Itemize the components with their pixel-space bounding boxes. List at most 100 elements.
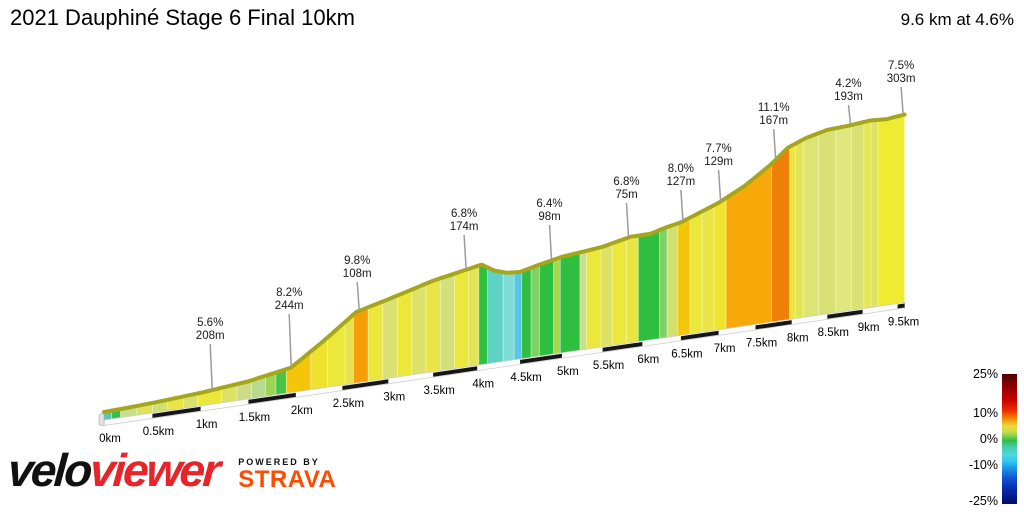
annotation-leader-line <box>847 104 852 125</box>
profile-segment <box>701 204 715 333</box>
annotation-leader-line <box>772 128 777 161</box>
axis-dash <box>248 392 296 404</box>
axis-dash <box>827 309 863 319</box>
annotation-leader-line <box>900 86 904 114</box>
annotation-leader-line <box>680 189 684 221</box>
axis-dash <box>755 320 792 330</box>
axis-tick-label: 2km <box>291 405 313 417</box>
axis-tick-label: 0km <box>99 433 121 445</box>
veloviewer-logo-viewer: viewer <box>88 444 221 496</box>
axis-tick-label: 9.5km <box>888 317 919 329</box>
gradient-annotation: 6.8% 174m <box>450 208 479 233</box>
profile-segment <box>818 127 837 316</box>
profile-segment <box>689 210 703 335</box>
veloviewer-logo[interactable]: veloviewer <box>6 444 221 496</box>
gradient-annotation: 5.6% 208m <box>196 317 225 342</box>
axis-tick-label: 5km <box>557 366 579 378</box>
strava-logo: STRAVA <box>238 465 337 493</box>
axis-dash <box>897 303 905 309</box>
legend-tick-label: 0% <box>979 432 998 446</box>
axis-tick-label: 3km <box>383 392 405 404</box>
profile-segment <box>530 264 540 358</box>
profile-segment <box>659 226 668 339</box>
gradient-annotation: 7.5% 303m <box>887 60 916 85</box>
profile-segment <box>439 273 455 372</box>
profile-segment <box>367 300 384 382</box>
profile-segment <box>638 229 660 343</box>
gradient-annotation: 6.8% 75m <box>613 176 639 201</box>
profile-segment <box>789 143 796 320</box>
ride-summary-stat: 9.6 km at 4.6% <box>900 10 1014 29</box>
profile-segment <box>411 283 427 376</box>
profile-segment <box>600 242 613 348</box>
axis-dash <box>433 366 478 377</box>
annotation-leader-line <box>548 224 553 260</box>
profile-segment <box>611 237 627 346</box>
axis-dash <box>602 342 643 352</box>
gradient-annotation: 6.4% 98m <box>536 198 562 223</box>
axis-dash <box>152 406 201 418</box>
axis-tick-label: 7km <box>714 343 736 355</box>
profile-segment <box>344 313 354 386</box>
gradient-annotation: 9.8% 108m <box>343 255 372 280</box>
profile-segment <box>559 251 581 354</box>
annotation-leader-line <box>625 202 630 237</box>
annotation-leader-line <box>288 313 292 367</box>
profile-segment <box>382 294 398 380</box>
profile-segment <box>539 259 554 357</box>
legend-tick-label: -25% <box>968 494 998 508</box>
profile-segment <box>521 267 532 360</box>
axis-dash <box>680 330 719 341</box>
profile-segment <box>579 250 587 351</box>
gradient-annotation: 8.2% 244m <box>275 287 304 312</box>
footer-branding: veloviewer POWERED BY STRAVA <box>6 444 336 496</box>
page-title: 2021 Dauphiné Stage 6 Final 10km <box>10 5 355 30</box>
axis-tick-label: 4km <box>472 378 494 390</box>
profile-start-cap <box>98 411 105 426</box>
powered-by-label: POWERED BY <box>238 456 320 467</box>
legend-tick-label: 10% <box>972 406 998 420</box>
annotation-leader-line <box>717 169 722 202</box>
profile-segment <box>425 277 441 374</box>
profile-segment <box>794 138 804 319</box>
axis-tick-label: 5.5km <box>593 360 624 372</box>
strava-attribution[interactable]: POWERED BY STRAVA <box>238 457 336 492</box>
axis-tick-label: 6.5km <box>671 349 702 361</box>
profile-segment <box>802 132 820 318</box>
axis-tick-label: 4.5km <box>510 372 541 384</box>
axis-tick-label: 8km <box>787 332 809 344</box>
profile-segment <box>397 289 413 378</box>
profile-segment <box>353 306 369 384</box>
profile-segment <box>553 256 561 355</box>
profile-segment <box>677 217 691 337</box>
profile-segment <box>666 222 679 338</box>
profile-segment <box>454 268 469 370</box>
annotation-leader-line <box>356 281 360 311</box>
axis-tick-label: 3.5km <box>424 385 455 397</box>
gradient-annotation: 8.0% 127m <box>667 163 696 188</box>
gradient-annotation: 11.1% 167m <box>758 102 790 127</box>
axis-dash <box>342 379 389 390</box>
profile-segment <box>870 119 879 308</box>
legend-tick-label: 25% <box>972 367 998 381</box>
profile-segment <box>713 197 727 331</box>
profile-segment <box>863 120 872 309</box>
profile-segment <box>877 114 905 307</box>
profile-segment <box>586 246 602 350</box>
profile-segment <box>487 266 504 365</box>
axis-tick-label: 1.5km <box>239 412 270 424</box>
profile-segment <box>285 350 312 394</box>
legend-tick-label: -10% <box>968 458 998 472</box>
axis-tick-label: 9km <box>858 322 880 334</box>
gradient-annotation: 4.2% 193m <box>834 78 863 103</box>
veloviewer-logo-velo: velo <box>6 444 92 496</box>
axis-tick-label: 0.5km <box>143 426 174 438</box>
profile-segment <box>835 124 852 314</box>
profile-segment <box>626 235 639 344</box>
axis-tick-label: 2.5km <box>333 398 364 410</box>
profile-segment <box>478 265 488 366</box>
annotation-leader-line <box>463 234 467 269</box>
profile-segment <box>725 162 772 330</box>
